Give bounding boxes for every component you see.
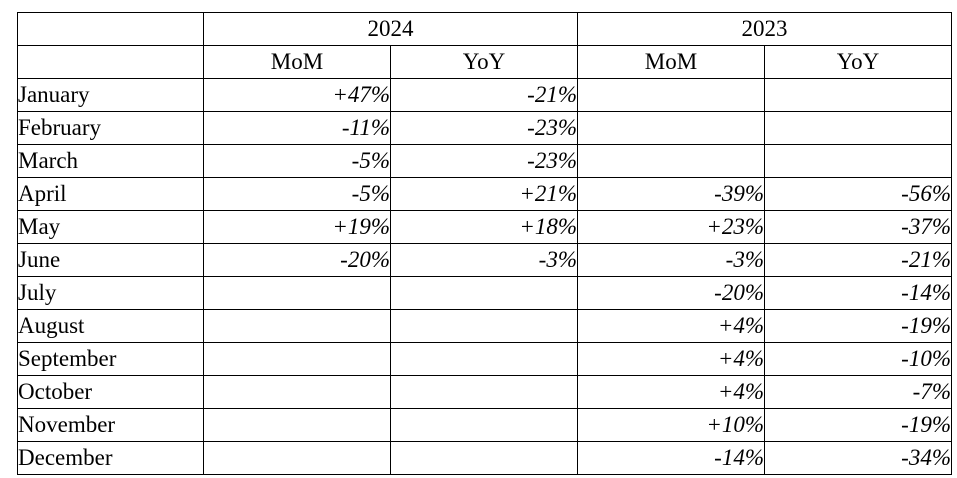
value-cell-2024-yoy — [390, 375, 578, 409]
subheader-2024-mom: MoM — [203, 45, 391, 79]
value-cell-2023-yoy — [764, 144, 952, 178]
value-cell-2023-mom: -3% — [577, 243, 765, 277]
year-header-2023: 2023 — [577, 12, 952, 46]
month-label: May — [17, 210, 204, 244]
value-cell-2024-yoy: -21% — [390, 78, 578, 112]
value-cell-2024-yoy: -3% — [390, 243, 578, 277]
table-row: January +47% -21% — [17, 78, 952, 112]
table-row: May +19% +18% +23% -37% — [17, 210, 952, 244]
value-cell-2023-yoy: -10% — [764, 342, 952, 376]
value-cell-2023-yoy: -7% — [764, 375, 952, 409]
value-cell-2024-mom — [203, 309, 391, 343]
table-row: July -20% -14% — [17, 276, 952, 310]
value-cell-2024-mom: +47% — [203, 78, 391, 112]
value-cell-2023-yoy: -19% — [764, 408, 952, 442]
subheader-2023-mom: MoM — [577, 45, 765, 79]
value-cell-2024-mom — [203, 342, 391, 376]
value-cell-2023-yoy: -19% — [764, 309, 952, 343]
month-label: October — [17, 375, 204, 409]
value-cell-2023-mom: -20% — [577, 276, 765, 310]
value-cell-2023-yoy — [764, 111, 952, 145]
table-row: September +4% -10% — [17, 342, 952, 376]
value-cell-2023-mom: +4% — [577, 309, 765, 343]
table-row: June -20% -3% -3% -21% — [17, 243, 952, 277]
table-row: October +4% -7% — [17, 375, 952, 409]
metric-header-row: MoM YoY MoM YoY — [17, 45, 952, 79]
value-cell-2024-yoy — [390, 441, 578, 475]
value-cell-2023-mom: +10% — [577, 408, 765, 442]
value-cell-2024-mom: -5% — [203, 177, 391, 211]
month-label: September — [17, 342, 204, 376]
value-cell-2023-mom — [577, 78, 765, 112]
value-cell-2023-mom: -14% — [577, 441, 765, 475]
value-cell-2024-mom: +19% — [203, 210, 391, 244]
value-cell-2023-yoy: -14% — [764, 276, 952, 310]
table-row: August +4% -19% — [17, 309, 952, 343]
value-cell-2023-mom — [577, 111, 765, 145]
month-label: April — [17, 177, 204, 211]
value-cell-2023-mom: +4% — [577, 375, 765, 409]
value-cell-2024-mom: -5% — [203, 144, 391, 178]
value-cell-2024-mom: -20% — [203, 243, 391, 277]
table-row: March -5% -23% — [17, 144, 952, 178]
month-label: August — [17, 309, 204, 343]
subheader-2023-yoy: YoY — [764, 45, 952, 79]
value-cell-2024-mom: -11% — [203, 111, 391, 145]
value-cell-2024-yoy: +21% — [390, 177, 578, 211]
growth-table: 2024 2023 MoM YoY MoM YoY January +47% -21… — [17, 12, 952, 475]
value-cell-2023-yoy — [764, 78, 952, 112]
value-cell-2024-mom — [203, 375, 391, 409]
value-cell-2024-yoy: -23% — [390, 144, 578, 178]
header-corner-cell — [17, 12, 204, 46]
year-header-2024: 2024 — [203, 12, 578, 46]
value-cell-2023-yoy: -34% — [764, 441, 952, 475]
value-cell-2023-mom: +4% — [577, 342, 765, 376]
subheader-2024-yoy: YoY — [390, 45, 578, 79]
year-header-row: 2024 2023 — [17, 12, 952, 46]
value-cell-2024-yoy — [390, 342, 578, 376]
value-cell-2024-yoy — [390, 276, 578, 310]
month-label: December — [17, 441, 204, 475]
value-cell-2024-yoy: +18% — [390, 210, 578, 244]
value-cell-2023-yoy: -21% — [764, 243, 952, 277]
value-cell-2024-mom — [203, 408, 391, 442]
value-cell-2023-mom — [577, 144, 765, 178]
table-row: February -11% -23% — [17, 111, 952, 145]
value-cell-2023-mom: -39% — [577, 177, 765, 211]
table-row: November +10% -19% — [17, 408, 952, 442]
metric-header-corner-cell — [17, 45, 204, 79]
month-label: March — [17, 144, 204, 178]
table-row: April -5% +21% -39% -56% — [17, 177, 952, 211]
table-row: December -14% -34% — [17, 441, 952, 475]
value-cell-2023-mom: +23% — [577, 210, 765, 244]
value-cell-2024-yoy — [390, 408, 578, 442]
value-cell-2024-mom — [203, 276, 391, 310]
month-label: June — [17, 243, 204, 277]
month-label: November — [17, 408, 204, 442]
value-cell-2023-yoy: -37% — [764, 210, 952, 244]
value-cell-2024-yoy: -23% — [390, 111, 578, 145]
value-cell-2024-mom — [203, 441, 391, 475]
table-body: 2024 2023 MoM YoY MoM YoY January +47% -21… — [17, 12, 952, 475]
month-label: July — [17, 276, 204, 310]
month-label: January — [17, 78, 204, 112]
value-cell-2024-yoy — [390, 309, 578, 343]
month-label: February — [17, 111, 204, 145]
value-cell-2023-yoy: -56% — [764, 177, 952, 211]
